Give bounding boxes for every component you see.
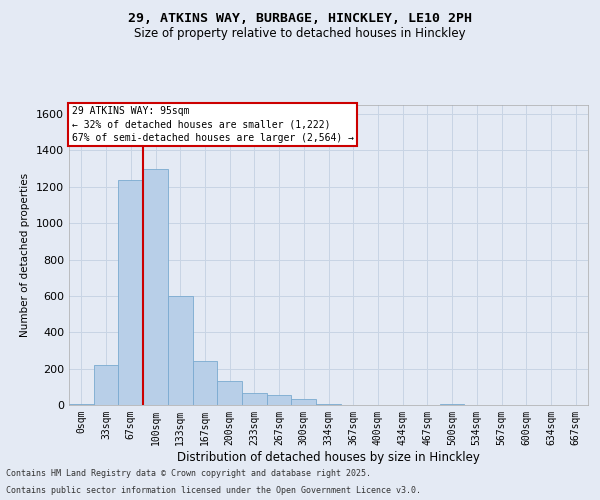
Bar: [69, 404, 94, 405]
Text: Contains HM Land Registry data © Crown copyright and database right 2025.: Contains HM Land Registry data © Crown c…: [6, 468, 371, 477]
Bar: [193, 362, 217, 405]
Text: Contains public sector information licensed under the Open Government Licence v3: Contains public sector information licen…: [6, 486, 421, 495]
Text: 29, ATKINS WAY, BURBAGE, HINCKLEY, LE10 2PH: 29, ATKINS WAY, BURBAGE, HINCKLEY, LE10 …: [128, 12, 472, 26]
Bar: [94, 365, 118, 405]
Bar: [316, 404, 341, 405]
Bar: [217, 382, 242, 405]
Bar: [267, 395, 292, 405]
Text: 29 ATKINS WAY: 95sqm
← 32% of detached houses are smaller (1,222)
67% of semi-de: 29 ATKINS WAY: 95sqm ← 32% of detached h…: [71, 106, 353, 143]
Bar: [118, 180, 143, 405]
Bar: [292, 398, 316, 405]
Bar: [168, 296, 193, 405]
Bar: [440, 404, 464, 405]
Y-axis label: Number of detached properties: Number of detached properties: [20, 173, 31, 337]
Bar: [143, 168, 168, 405]
Bar: [242, 393, 267, 405]
X-axis label: Distribution of detached houses by size in Hinckley: Distribution of detached houses by size …: [177, 450, 480, 464]
Text: Size of property relative to detached houses in Hinckley: Size of property relative to detached ho…: [134, 28, 466, 40]
